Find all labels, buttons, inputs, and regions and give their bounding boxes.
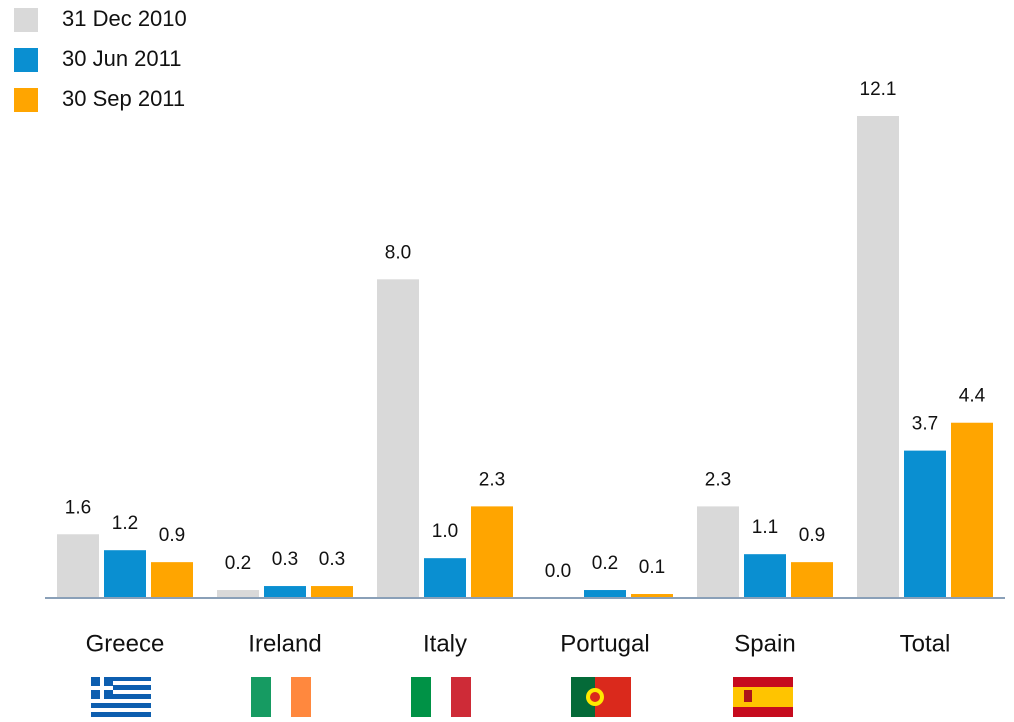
data-label: 3.7 [912,414,938,435]
legend-swatch [14,48,38,72]
legend-label: 30 Jun 2011 [62,46,181,71]
data-label: 2.3 [705,469,731,490]
bar [631,594,673,598]
legend-swatch [14,8,38,32]
data-label: 0.2 [225,553,251,574]
data-label: 0.1 [639,557,665,578]
bar [377,279,419,598]
legend-label: 31 Dec 2010 [62,6,187,31]
data-label: 0.0 [545,561,571,582]
data-label: 0.9 [159,525,185,546]
data-label: 1.2 [112,513,138,534]
bar [584,590,626,598]
flag-ireland [251,677,311,717]
bar [311,586,353,598]
flag-italy [411,677,471,717]
flag-portugal [571,677,631,717]
bar [744,554,786,598]
bar [264,586,306,598]
bar [951,422,993,598]
bar [151,562,193,598]
data-label: 2.3 [479,469,505,490]
x-tick-label: Greece [86,630,165,657]
x-tick-label: Portugal [560,630,649,657]
x-tick-label: Ireland [248,630,321,657]
flag-spain [733,677,793,717]
bar [57,534,99,598]
data-label: 4.4 [959,386,986,407]
bar [697,506,739,598]
data-label: 1.1 [752,517,778,538]
data-label: 1.6 [65,497,91,518]
x-tick-label: Italy [423,630,467,657]
flag-greece [91,677,151,717]
bar [471,506,513,598]
x-tick-label: Total [900,630,951,657]
flags [91,677,793,717]
data-label: 0.3 [319,549,345,570]
data-label: 1.0 [432,521,458,542]
x-tick-label: Spain [734,630,795,657]
data-label: 0.3 [272,549,298,570]
legend-label: 30 Sep 2011 [62,86,185,111]
bar [904,450,946,598]
data-label: 0.2 [592,553,618,574]
data-label: 8.0 [385,242,411,263]
data-label: 12.1 [860,79,897,100]
legend-swatch [14,88,38,112]
bar [217,590,259,598]
bar [424,558,466,598]
bar [104,550,146,598]
bar [791,562,833,598]
bar [857,116,899,598]
data-label: 0.9 [799,525,825,546]
